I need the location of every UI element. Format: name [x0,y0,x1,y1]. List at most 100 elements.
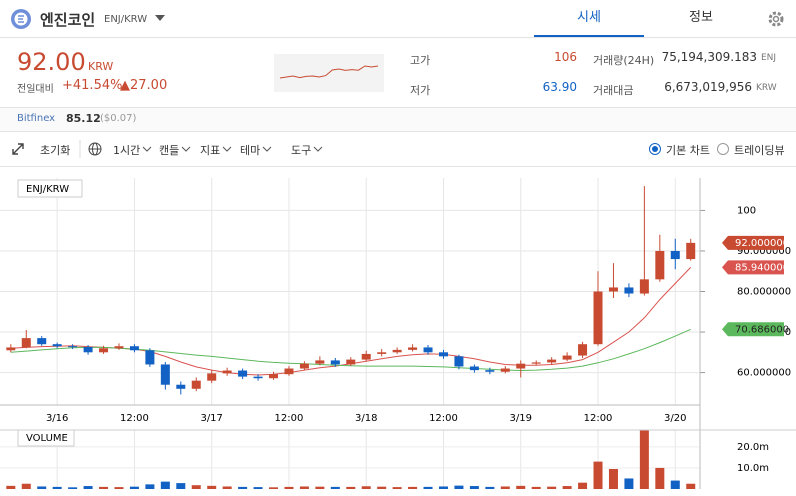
volume-bar [608,468,618,489]
candle-body [269,374,279,379]
candle-body [99,348,109,353]
volume-bar [253,487,263,489]
volume-bar [160,481,170,489]
candle-body [37,338,47,345]
globe-icon[interactable] [88,142,102,156]
x-tick-label: 3/20 [664,413,686,424]
change: ▲27.00 [120,78,168,93]
volume-bar [408,486,418,489]
candle-body [21,338,31,348]
unit: KRW [88,60,114,73]
dropdown[interactable] [154,14,166,22]
mode[interactable]: 트레이딩뷰 [734,144,785,157]
stat-value: 63.90 [542,80,577,94]
chart-title: VOLUME [26,433,68,444]
menu[interactable]: 캔들 [159,144,180,157]
mode[interactable]: 기본 차트 [666,144,710,157]
volume-bar [500,486,510,489]
candle-body [191,380,201,389]
menu[interactable]: 도구 [291,144,312,157]
volume-bar [624,478,634,489]
volume-bar [469,486,479,489]
candle-body [578,344,588,356]
label-box [17,179,83,198]
candle-body [454,356,464,367]
volume-bar [531,486,541,489]
tab[interactable]: 시세 [534,0,644,37]
stat-label: 거래대금 [593,84,634,97]
exchange: Bitfinex [17,113,56,124]
candle-body [114,346,124,349]
volume-bar [392,487,402,489]
candle-body [346,359,356,365]
price-section: 92.00 KRW 전일대비 +41.54% ▲27.00 고가 106 저가 … [0,38,796,108]
candle-body [315,360,325,364]
candle-body [299,363,309,369]
volume-bar [315,486,325,489]
y-tick-label: 10.0m [737,463,769,474]
volume-bar [299,486,309,489]
volume-bar [21,483,31,489]
reset[interactable]: 초기화 [40,144,71,157]
candle-body [469,366,479,371]
volume-bar [191,485,201,489]
candle-body [408,347,418,350]
tab[interactable]: 정보 [689,10,713,25]
label-box [17,429,75,447]
price-badge [722,322,784,337]
toolbar: 초기화 1시간 캔들 지표 테마 도구 기본 차트 트레이딩뷰 [0,132,796,167]
candle-body [624,287,634,294]
candle-body [593,291,603,345]
x-tick-label: 3/17 [200,413,222,424]
volume-bar [485,486,495,489]
price-badge-label: 85.940000 [735,262,789,273]
coin-name: 엔진코인 [40,11,96,29]
volume-bar [593,461,603,489]
x-tick-label: 3/19 [510,413,532,424]
x-tick-label: 12:00 [275,413,304,424]
menu[interactable]: 테마 [240,144,261,157]
stat-label: 거래량(24H) [593,54,655,67]
volume-bar [114,487,124,489]
stat-value: 75,194,309.183 [661,50,757,64]
candle-body [238,370,248,377]
radio-on[interactable] [648,142,662,156]
volume-bar [6,485,16,489]
volume-bar [269,487,279,489]
x-tick-label: 12:00 [429,413,458,424]
expand-icon[interactable] [12,143,24,155]
change-label: 전일대비 [17,84,54,95]
candle-body [52,344,62,347]
pair: ENJ/KRW [104,14,148,25]
x-tick-label: 3/16 [46,413,68,424]
stat-unit: ENJ [761,53,777,63]
menu[interactable]: 지표 [200,144,221,157]
volume-bar [145,484,155,489]
price: 92.00 [17,48,86,76]
candle-body [160,364,170,385]
volume-bar [284,486,294,489]
interval[interactable]: 1시간 [113,144,141,157]
candle-body [68,346,78,348]
volume-bar [37,486,47,489]
exchange-row: Bitfinex 85.12 ($0.07) [0,108,796,132]
exchange-price: 85.12 [66,112,101,125]
candle-body [83,347,93,353]
stat-value: 6,673,019,956 [664,80,752,94]
radio-off[interactable] [716,142,730,156]
x-tick-label: 12:00 [120,413,149,424]
exchange-usd: ($0.07) [100,113,137,124]
volume-bar [639,430,649,489]
x-tick-label: 3/18 [355,413,377,424]
candle-body [639,279,649,294]
volume-bar [222,486,232,489]
price-badge [722,260,784,275]
candle-body [6,347,16,351]
volume-bar [99,486,109,489]
volume-bar [686,483,696,489]
settings[interactable] [767,10,785,28]
candle-body [129,346,139,351]
volume-bar [547,486,557,489]
x-tick-label: 12:00 [584,413,613,424]
